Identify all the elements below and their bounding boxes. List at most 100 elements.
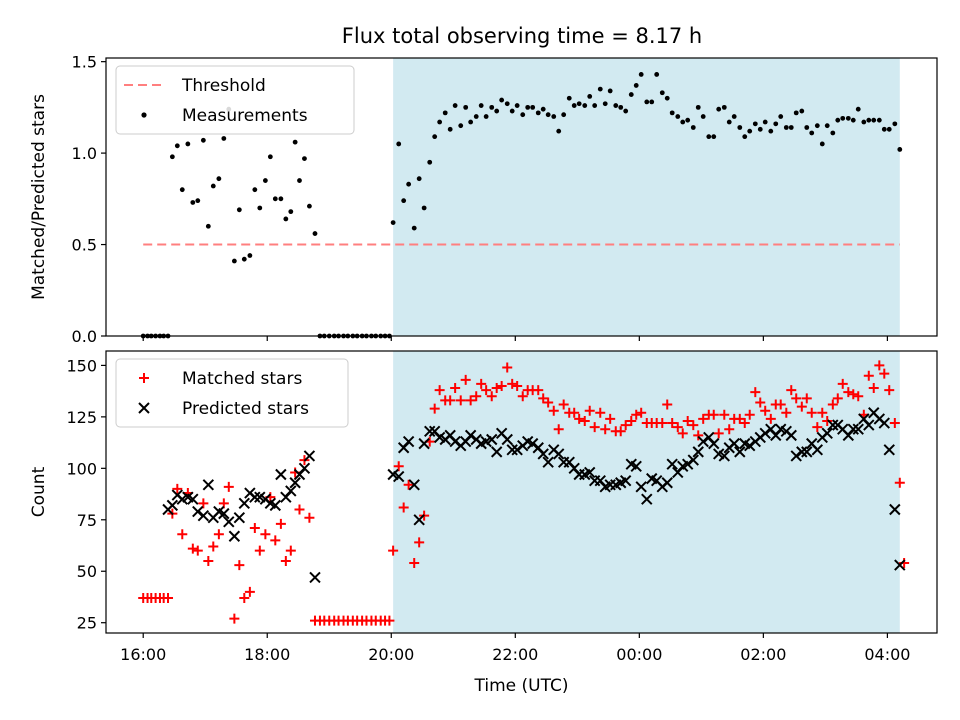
measurement-point — [752, 121, 758, 127]
predicted-star-point — [275, 468, 287, 481]
matched-star-point — [172, 483, 183, 494]
matched-star-point — [548, 405, 559, 416]
measurement-point — [628, 92, 634, 97]
matched-star-point — [595, 407, 606, 418]
predicted-star-point — [285, 485, 297, 497]
predicted-star-point — [393, 470, 405, 483]
measurement-point — [855, 106, 861, 112]
y-axis-label: Matched/Predicted stars — [29, 94, 49, 300]
matched-star-point — [260, 529, 271, 540]
predicted-star-point — [785, 429, 797, 442]
measurement-point — [690, 125, 696, 130]
matched-star-point — [848, 389, 859, 400]
matched-star-point — [460, 374, 471, 385]
measurement-point — [221, 136, 227, 141]
predicted-star-point — [506, 444, 518, 456]
predicted-star-point — [418, 437, 430, 450]
measurement-point — [607, 88, 613, 94]
measurement-point — [411, 225, 417, 231]
matched-star-point — [244, 586, 255, 597]
legend-predicted-swatch — [138, 402, 150, 414]
matched-star-point — [615, 426, 626, 437]
predicted-star-point — [408, 479, 420, 491]
measurement-point — [866, 117, 872, 123]
measurement-point — [768, 128, 774, 134]
measurement-point — [509, 108, 515, 114]
measurement-point — [861, 119, 867, 125]
matched-star-point — [558, 399, 569, 410]
matched-star-point — [765, 413, 776, 424]
measurement-point — [576, 101, 582, 107]
matched-star-point — [677, 428, 688, 439]
measurement-point — [190, 200, 196, 205]
matched-star-point — [708, 409, 719, 420]
predicted-star-point — [801, 446, 813, 458]
matched-star-point — [631, 409, 642, 420]
measurement-point — [530, 104, 536, 110]
matched-star-point — [713, 428, 724, 439]
x-axis-label: Time (UTC) — [474, 676, 569, 696]
measurement-point — [473, 114, 479, 119]
matched-star-point — [894, 477, 905, 488]
matched-star-point — [584, 405, 595, 416]
matched-star-point — [187, 543, 198, 554]
measurement-point — [602, 101, 608, 107]
matched-star-point — [481, 385, 492, 396]
measurement-point — [283, 216, 289, 222]
predicted-star-point — [811, 444, 824, 456]
measurement-point — [654, 72, 660, 77]
matched-star-point — [884, 385, 895, 396]
predicted-star-point — [187, 493, 199, 505]
predicted-star-point — [847, 423, 859, 435]
measurement-point — [871, 117, 877, 123]
matched-star-point — [698, 413, 709, 424]
measurement-point — [737, 125, 743, 130]
matched-star-point — [868, 383, 879, 394]
predicted-star-point — [863, 419, 875, 431]
predicted-star-point — [708, 437, 720, 450]
measurement-point — [452, 103, 458, 108]
predicted-star-point — [827, 419, 839, 431]
measurement-point — [623, 108, 629, 114]
matched-star-point — [755, 397, 766, 408]
matched-star-point — [502, 362, 513, 373]
matched-star-point — [455, 395, 466, 406]
x-tick-label: 02:00 — [740, 645, 786, 664]
measurement-point — [793, 110, 799, 116]
measurement-point — [892, 121, 898, 127]
axes-frame — [105, 350, 938, 634]
matched-star-point — [636, 407, 647, 418]
measurement-point — [644, 99, 650, 105]
matched-star-point — [512, 380, 523, 391]
predicted-star-point — [852, 423, 864, 435]
predicted-star-point — [238, 497, 251, 510]
predicted-star-point — [269, 499, 282, 512]
matched-star-point — [812, 422, 823, 433]
measurement-point — [711, 134, 717, 140]
measurement-point — [494, 108, 500, 114]
matched-star-point — [574, 413, 585, 424]
measurement-point — [447, 126, 453, 132]
legend: Threshold Measurements — [115, 65, 355, 135]
measurement-point — [716, 106, 722, 112]
matched-star-point — [832, 393, 843, 404]
predicted-star-point — [303, 450, 316, 462]
matched-star-point — [837, 378, 848, 389]
matched-star-point — [409, 558, 420, 569]
measurement-point — [824, 123, 830, 129]
measurement-point — [540, 106, 546, 112]
top-panel: 0.0 0.5 1.0 1.5 Matched/Predicted stars Thres… — [29, 53, 938, 346]
y-tick-label: 1.5 — [72, 53, 97, 72]
predicted-star-point — [821, 427, 833, 440]
predicted-star-point — [202, 479, 215, 491]
matched-star-point — [192, 545, 203, 556]
measurement-point — [597, 86, 603, 92]
measurement-point — [757, 126, 763, 132]
measurement-point — [504, 101, 510, 107]
matched-star-point — [822, 415, 833, 426]
matched-star-point — [667, 418, 678, 429]
measurement-point — [881, 126, 887, 132]
measurement-point — [257, 205, 263, 211]
predicted-star-point — [584, 466, 596, 479]
matched-star-point — [874, 360, 885, 371]
